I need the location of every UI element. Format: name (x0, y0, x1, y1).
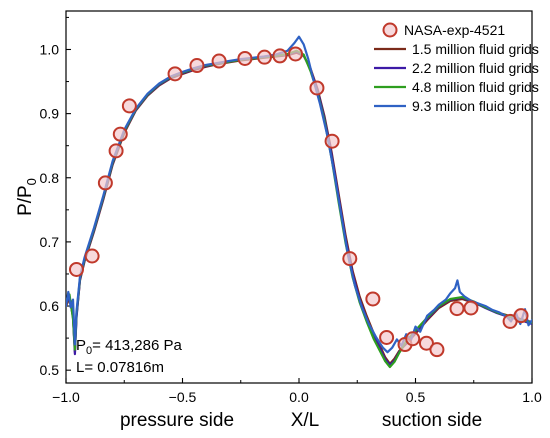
y-tick-label: 0.8 (40, 170, 60, 186)
experiment-point (108, 143, 124, 159)
experiment-point (342, 251, 358, 267)
y-tick-label: 1.0 (40, 41, 60, 57)
legend: NASA-exp-4521 1.5 million fluid grids 2.2 … (374, 22, 539, 114)
experiment-point (121, 98, 137, 114)
markers-layer (68, 46, 529, 358)
experiment-point (189, 58, 205, 74)
x-tick-label: −0.5 (169, 389, 197, 405)
pressure-side-label: pressure side (120, 410, 234, 431)
x-tick-label: −1.0 (52, 389, 80, 405)
y-tick-label: 0.5 (40, 362, 60, 378)
y-tick-label: 0.6 (40, 298, 60, 314)
annotation-p0-main: P (76, 337, 86, 354)
series-line-4 (66, 35, 532, 354)
experiment-point (211, 53, 227, 69)
experiment-point (463, 300, 479, 316)
legend-marker-experiment (382, 22, 398, 38)
experiment-point (449, 301, 465, 317)
legend-label-3: 4.8 million fluid grids (412, 79, 539, 95)
annotation-p0-rest: = 413,286 Pa (92, 337, 182, 354)
experiment-point (272, 48, 288, 64)
annotation-p0: P0= 413,286 Pa (76, 337, 182, 357)
experiment-point (167, 66, 183, 82)
experiment-point (84, 248, 100, 264)
experiment-point (97, 175, 113, 191)
legend-label-2: 2.2 million fluid grids (412, 60, 539, 76)
annotation-length: L= 0.07816m (76, 359, 164, 376)
suction-side-label: suction side (382, 410, 482, 431)
x-tick-label: 0.5 (406, 389, 426, 405)
ticks-layer: −1.0 −0.5 0.0 0.5 1.0 0.5 0.6 0.7 0.8 0.9 1.0 (40, 16, 542, 405)
y-axis-label: P/P0 (15, 178, 39, 216)
experiment-point (379, 329, 395, 345)
experiment-point (309, 80, 325, 96)
y-tick-label: 0.9 (40, 106, 60, 122)
experiment-point (429, 342, 445, 358)
experiment-point (237, 50, 253, 66)
experiment-point (288, 46, 304, 62)
experiment-point (365, 291, 381, 307)
experiment-point (418, 335, 434, 351)
experiment-point (257, 49, 273, 65)
experiment-point (112, 126, 128, 142)
legend-label-experiment: NASA-exp-4521 (404, 22, 505, 38)
x-tick-label: 0.0 (289, 389, 309, 405)
experiment-point (68, 261, 84, 277)
experiment-point (513, 308, 529, 324)
x-axis-label: X/L (291, 410, 320, 431)
legend-label-1: 1.5 million fluid grids (412, 41, 539, 57)
y-axis-label-sub: 0 (24, 178, 39, 185)
legend-label-4: 9.3 million fluid grids (412, 98, 539, 114)
experiment-point (324, 133, 340, 149)
annotation-p0-sub: 0 (86, 345, 92, 357)
y-axis-label-main: P/P (15, 185, 36, 216)
experiment-point (405, 331, 421, 347)
series-layer (66, 35, 532, 369)
y-tick-label: 0.7 (40, 234, 60, 250)
x-tick-label: 1.0 (522, 389, 542, 405)
